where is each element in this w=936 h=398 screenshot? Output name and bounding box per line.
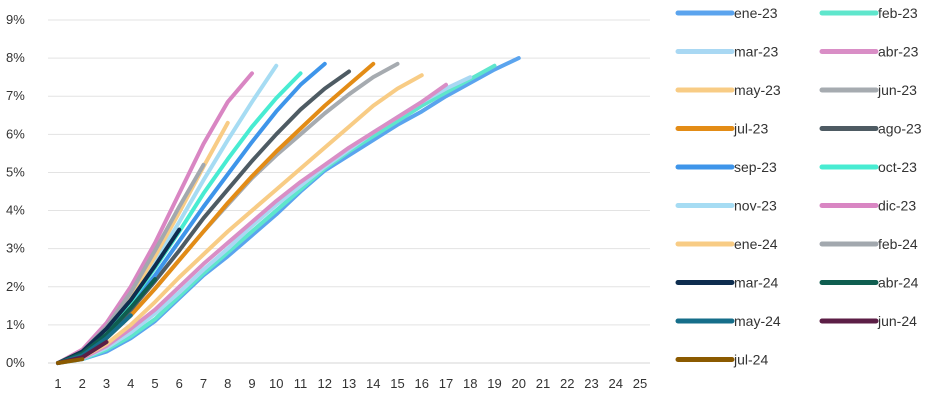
x-tick-label: 6 (176, 376, 183, 391)
legend-label: jul-23 (733, 121, 768, 137)
legend-label: jun-23 (877, 82, 917, 98)
series-line-abr-23 (56, 82, 448, 365)
legend-label: oct-23 (878, 159, 917, 175)
legend-label: ene-23 (734, 5, 778, 21)
legend-item-nov-23: nov-23 (675, 198, 777, 214)
legend-label: mar-24 (734, 275, 779, 291)
legend-item-abr-24: abr-24 (819, 275, 919, 291)
series-line-jul-24 (56, 357, 85, 365)
y-tick-label: 1% (6, 317, 25, 332)
y-tick-label: 0% (6, 355, 25, 370)
legend-item-jul-23: jul-23 (675, 121, 768, 137)
legend-item-may-24: may-24 (675, 313, 781, 329)
legend-item-jun-24: jun-24 (819, 313, 917, 329)
legend-label: may-23 (734, 82, 781, 98)
x-tick-label: 7 (200, 376, 207, 391)
y-tick-label: 8% (6, 50, 25, 65)
legend-item-sep-23: sep-23 (675, 159, 777, 175)
legend-item-abr-23: abr-23 (819, 44, 919, 60)
legend-label: mar-23 (734, 44, 779, 60)
series-line-ago-23 (56, 69, 351, 365)
x-tick-label: 10 (269, 376, 283, 391)
x-tick-label: 16 (415, 376, 429, 391)
x-tick-label: 25 (633, 376, 647, 391)
y-tick-label: 9% (6, 12, 25, 27)
legend-label: abr-23 (878, 44, 919, 60)
series-lines (56, 56, 521, 365)
y-tick-label: 5% (6, 164, 25, 179)
legend-item-feb-24: feb-24 (819, 236, 918, 252)
x-tick-label: 18 (463, 376, 477, 391)
x-tick-label: 22 (560, 376, 574, 391)
x-axis-ticks: 1 2 3 4 5 6 7 8 9 10 11 12 13 14 15 16 17 18 19 20 21 22 23 24 2… (54, 376, 647, 391)
x-tick-label: 2 (79, 376, 86, 391)
legend-item-feb-23: feb-23 (819, 5, 918, 21)
legend-label: nov-23 (734, 198, 777, 214)
y-tick-label: 6% (6, 126, 25, 141)
x-tick-label: 23 (584, 376, 598, 391)
y-tick-label: 2% (6, 279, 25, 294)
legend-item-mar-24: mar-24 (675, 275, 779, 291)
legend-label: abr-24 (878, 275, 919, 291)
x-tick-label: 5 (151, 376, 158, 391)
legend-label: feb-23 (878, 5, 918, 21)
legend-item-ene-23: ene-23 (675, 5, 778, 21)
legend-label: ene-24 (734, 236, 778, 252)
x-tick-label: 8 (224, 376, 231, 391)
legend-item-jul-24: jul-24 (675, 352, 768, 368)
x-tick-label: 15 (390, 376, 404, 391)
x-tick-label: 11 (294, 376, 308, 391)
y-axis-ticks: 0% 1% 2% 3% 4% 5% 6% 7% 8% 9% (6, 12, 25, 370)
y-tick-label: 4% (6, 203, 25, 218)
legend: ene-23 feb-23 mar-23 abr-23 may-23 jun-23 jul-… (675, 5, 922, 368)
x-tick-label: 21 (536, 376, 550, 391)
y-tick-label: 3% (6, 241, 25, 256)
legend-label: feb-24 (878, 236, 918, 252)
legend-item-dic-23: dic-23 (819, 198, 916, 214)
series-line-may-23 (56, 73, 424, 365)
x-tick-label: 13 (342, 376, 356, 391)
x-tick-label: 17 (439, 376, 453, 391)
legend-item-mar-23: mar-23 (675, 44, 779, 60)
legend-label: dic-23 (878, 198, 916, 214)
legend-label: may-24 (734, 313, 781, 329)
series-line-feb-23 (56, 63, 497, 365)
legend-label: jun-24 (877, 313, 917, 329)
x-tick-label: 19 (487, 376, 501, 391)
legend-item-ene-24: ene-24 (675, 236, 778, 252)
y-tick-label: 7% (6, 88, 25, 103)
x-tick-label: 4 (127, 376, 134, 391)
x-tick-label: 20 (512, 376, 526, 391)
x-tick-label: 3 (103, 376, 110, 391)
legend-item-oct-23: oct-23 (819, 159, 917, 175)
legend-item-ago-23: ago-23 (819, 121, 922, 137)
x-tick-label: 14 (366, 376, 380, 391)
x-tick-label: 1 (54, 376, 61, 391)
legend-label: sep-23 (734, 159, 777, 175)
legend-item-may-23: may-23 (675, 82, 781, 98)
x-tick-label: 9 (248, 376, 255, 391)
legend-item-jun-23: jun-23 (819, 82, 917, 98)
legend-label: jul-24 (733, 352, 768, 368)
x-tick-label: 12 (318, 376, 332, 391)
x-tick-label: 24 (609, 376, 623, 391)
series-line-jul-23 (56, 61, 376, 365)
legend-label: ago-23 (878, 121, 922, 137)
